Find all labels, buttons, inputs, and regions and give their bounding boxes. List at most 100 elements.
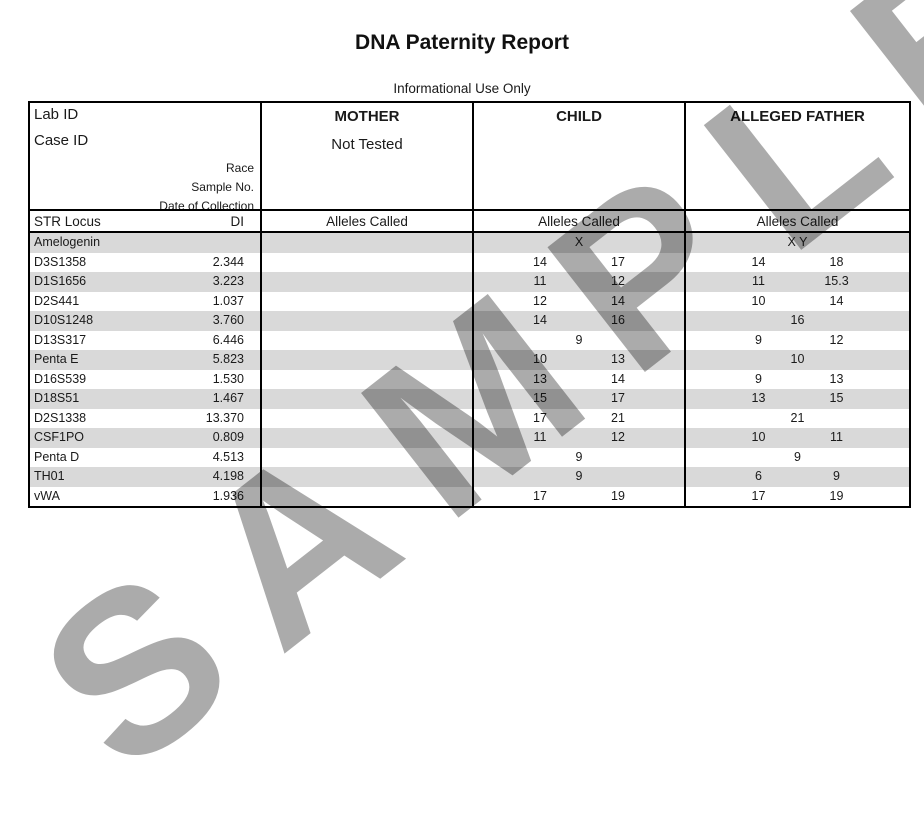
case-info-cell: Lab ID Case ID Race Sample No. Date of C… (30, 103, 262, 209)
di-cell: 1.467 (212, 391, 244, 405)
locus-cell: D16S539 (34, 371, 87, 386)
allele-value: 11 (752, 274, 765, 288)
child-alleles-cell: 15 17 (474, 389, 686, 409)
allele-value: 17 (611, 254, 625, 269)
table-row: D18S51 1.467 15 17 13 15 (30, 389, 909, 409)
allele-value: 16 (790, 313, 805, 327)
mother-alleles-cell (262, 389, 474, 409)
allele-value: 9 (755, 371, 762, 386)
allele-value: 14 (751, 254, 766, 269)
father-alleles-cell: X Y (686, 233, 909, 253)
table-header-row: STR Locus DI Alleles Called Alleles Call… (30, 209, 909, 233)
locus-di-cell: Penta E 5.823 (30, 350, 262, 370)
locus-di-cell: CSF1PO 0.809 (30, 428, 262, 448)
locus-di-cell: vWA 1.936 (30, 486, 262, 506)
allele-value: 10 (790, 352, 805, 366)
alleles-called-label: Alleles Called (538, 213, 620, 229)
locus-cell: vWA (34, 488, 60, 503)
mother-alleles-cell (262, 330, 474, 350)
locus-cell: Amelogenin (34, 235, 101, 249)
father-alleles-cell: 10 (686, 350, 909, 370)
locus-cell: D2S441 (34, 293, 80, 308)
allele-value: 19 (611, 488, 625, 503)
father-alleles-cell: 14 18 (686, 253, 909, 273)
locus-cell: D1S1656 (34, 274, 87, 288)
mother-alleles-cell (262, 369, 474, 389)
allele-value: 9 (575, 469, 583, 483)
allele-value: 15 (533, 391, 547, 405)
di-cell: 1.936 (212, 488, 244, 503)
allele-value: 11 (533, 274, 547, 288)
father-alleles-header: Alleles Called (686, 211, 909, 231)
locus-di-cell: D2S1338 13.370 (30, 408, 262, 428)
father-alleles-cell: 13 15 (686, 389, 909, 409)
child-title: CHILD (556, 108, 602, 125)
alleged-father-title: ALLEGED FATHER (730, 108, 865, 125)
allele-value: 19 (829, 488, 844, 503)
father-alleles-cell: 17 19 (686, 487, 909, 507)
child-alleles-cell: 17 21 (474, 408, 686, 428)
table-body: Amelogenin X X Y D3S1358 2.344 14 17 14 18… (30, 233, 909, 506)
allele-value: 14 (611, 371, 625, 386)
child-header-cell: CHILD (474, 103, 686, 209)
allele-value: 11 (830, 430, 843, 444)
page-title: DNA Paternity Report (355, 31, 569, 54)
allele-value: X Y (787, 235, 808, 249)
race-label: Race (225, 161, 254, 175)
paternity-report-table: Lab ID Case ID Race Sample No. Date of C… (28, 101, 911, 508)
father-alleles-cell: 9 (686, 448, 909, 468)
di-cell: 5.823 (212, 352, 244, 366)
table-row: D16S539 1.530 13 14 9 13 (30, 369, 909, 389)
allele-value: 17 (533, 488, 547, 503)
child-alleles-cell: 11 12 (474, 272, 686, 292)
allele-value: 10 (751, 293, 766, 308)
locus-di-cell: D13S317 6.446 (30, 330, 262, 350)
allele-value: 13 (751, 391, 766, 405)
di-cell: 3.760 (212, 313, 244, 327)
locus-di-cell: D16S539 1.530 (30, 369, 262, 389)
info-section: Lab ID Case ID Race Sample No. Date of C… (30, 103, 909, 209)
allele-value: 9 (575, 449, 583, 464)
child-alleles-cell: 9 (474, 447, 686, 467)
child-alleles-cell: 12 14 (474, 291, 686, 311)
table-row: D1S1656 3.223 11 12 11 15.3 (30, 272, 909, 292)
case-id-label: Case ID (34, 132, 89, 149)
child-alleles-cell: 9 (474, 330, 686, 350)
table-row: Penta E 5.823 10 13 10 (30, 350, 909, 370)
allele-value: 17 (611, 391, 625, 405)
mother-title: MOTHER (334, 108, 400, 125)
allele-value: 10 (533, 352, 547, 366)
allele-value: 9 (794, 449, 801, 464)
alleles-called-label: Alleles Called (756, 213, 839, 229)
child-alleles-cell: 9 (474, 467, 686, 487)
table-row: Amelogenin X X Y (30, 233, 909, 253)
allele-value: 21 (611, 410, 625, 425)
allele-value: 9 (575, 332, 583, 347)
locus-cell: D2S1338 (34, 410, 87, 425)
father-alleles-cell: 10 11 (686, 428, 909, 448)
child-alleles-header: Alleles Called (474, 211, 686, 231)
alleged-father-header-cell: ALLEGED FATHER (686, 103, 909, 209)
child-alleles-cell: 14 17 (474, 252, 686, 272)
lab-id-label: Lab ID (34, 106, 79, 123)
mother-alleles-cell (262, 272, 474, 292)
mother-alleles-header: Alleles Called (262, 211, 474, 231)
table-row: D2S1338 13.370 17 21 21 (30, 408, 909, 428)
di-cell (186, 233, 260, 253)
table-row: D3S1358 2.344 14 17 14 18 (30, 252, 909, 273)
locus-di-cell: Amelogenin (30, 233, 262, 253)
locus-di-header-cell: STR Locus DI (30, 211, 262, 231)
mother-alleles-cell (262, 291, 474, 311)
allele-value: 16 (611, 313, 625, 327)
locus-di-cell: D10S1248 3.760 (30, 311, 262, 331)
allele-value: 14 (611, 293, 625, 308)
locus-di-cell: Penta D 4.513 (30, 447, 262, 467)
locus-cell: Penta D (34, 449, 80, 464)
di-cell: 1.037 (212, 293, 244, 308)
allele-value: 14 (533, 313, 547, 327)
locus-cell: D3S1358 (34, 254, 87, 269)
mother-alleles-cell (262, 486, 474, 506)
di-cell: 3.223 (212, 274, 244, 288)
table-row: D13S317 6.446 9 9 12 (30, 330, 909, 350)
